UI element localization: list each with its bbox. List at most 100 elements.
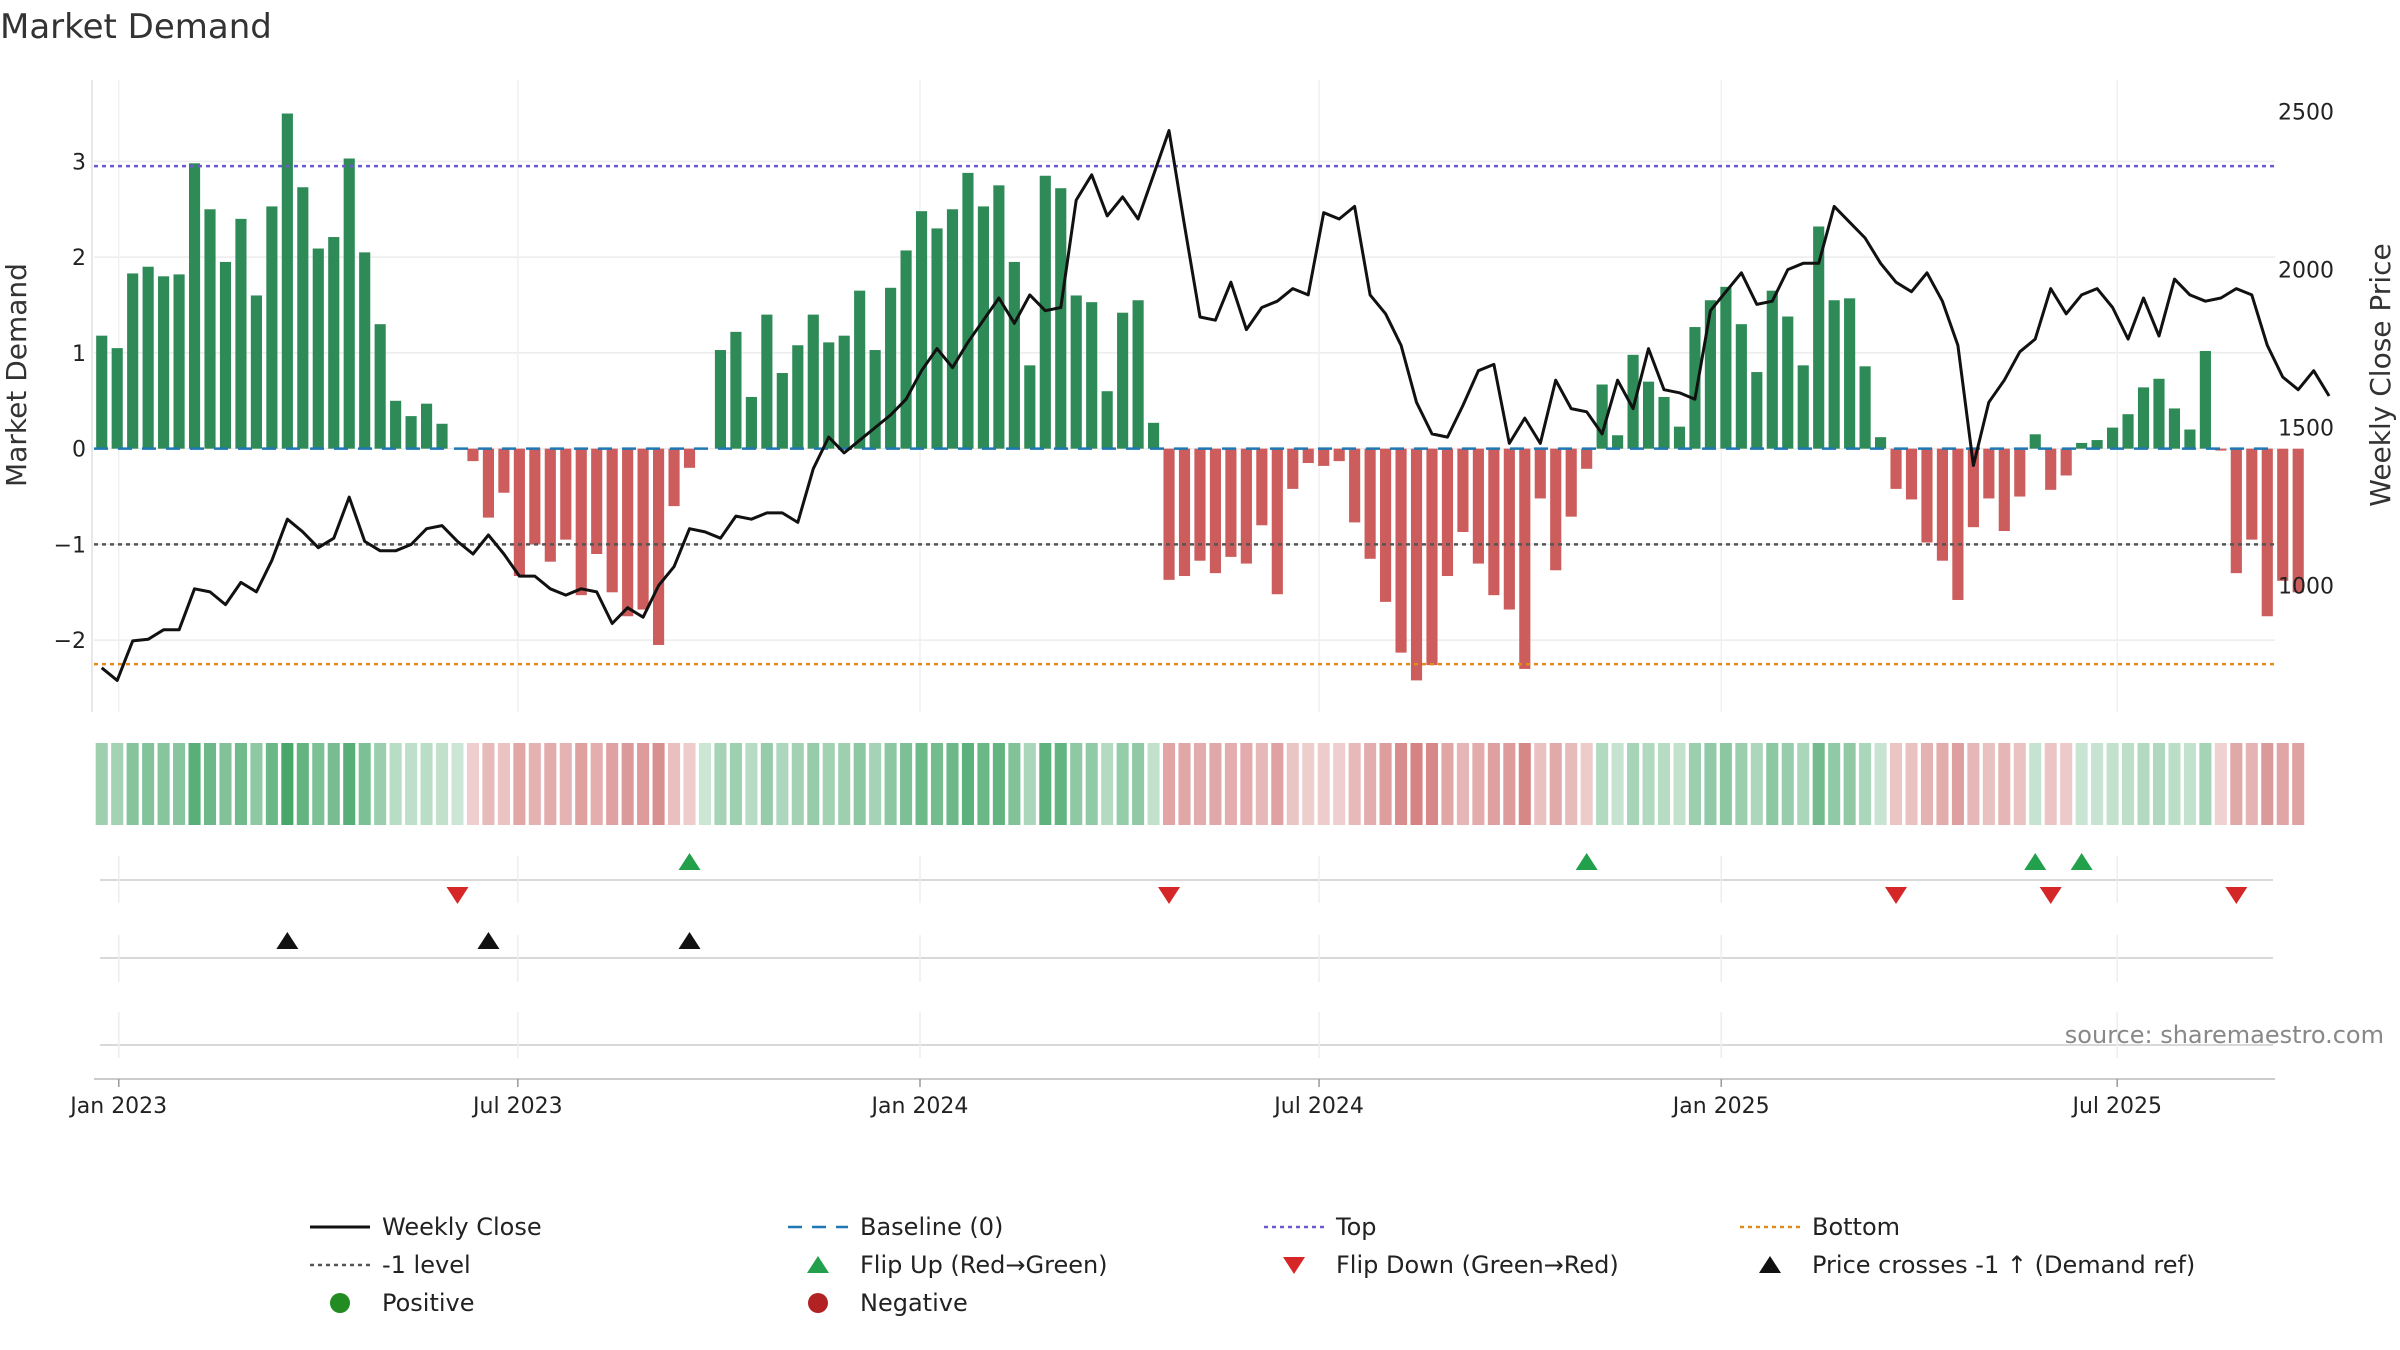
- demand-bar-positive: [436, 423, 448, 449]
- heat-cell: [173, 743, 186, 825]
- demand-bar-positive: [1766, 290, 1778, 449]
- demand-bar-positive: [1642, 381, 1655, 449]
- heat-cell: [2013, 743, 2026, 825]
- heat-cell: [1534, 743, 1547, 825]
- heat-cell: [1317, 743, 1330, 825]
- weekly-close-line: [100, 129, 2331, 682]
- heat-cell: [838, 743, 851, 825]
- heat-cell: [776, 743, 789, 825]
- demand-bar-negative: [1534, 448, 1546, 499]
- heat-cell: [497, 743, 510, 825]
- heat-cell: [698, 743, 712, 825]
- demand-bar-negative: [1333, 448, 1345, 462]
- heat-cell: [1271, 743, 1284, 825]
- demand-bar-positive: [1735, 324, 1747, 449]
- heat-cell: [1379, 743, 1392, 825]
- heat-cell: [1054, 743, 1067, 825]
- demand-bar-negative: [1565, 448, 1577, 517]
- legend-label: Positive: [382, 1289, 475, 1317]
- demand-bar-negative: [1256, 448, 1268, 526]
- demand-bar-positive: [1008, 261, 1020, 449]
- demand-bar-positive: [1039, 175, 1051, 449]
- heat-cell: [930, 743, 944, 825]
- demand-bar-positive: [2107, 427, 2119, 449]
- demand-bar-positive: [420, 403, 433, 449]
- demand-bar-positive: [1627, 354, 1639, 449]
- heat-cell: [869, 743, 882, 825]
- demand-bar-positive: [1844, 298, 1856, 449]
- heat-cell: [1735, 743, 1748, 825]
- heat-cell: [188, 743, 201, 825]
- legend-item: Flip Up (Red→Green): [807, 1251, 1108, 1279]
- heat-cell: [2091, 743, 2104, 825]
- demand-bar-positive: [714, 350, 727, 449]
- demand-bar-negative: [1287, 448, 1299, 489]
- demand-bar-positive: [2184, 429, 2196, 449]
- demand-bar-negative: [1364, 448, 1376, 559]
- left-tick-label: 1: [72, 342, 86, 367]
- right-y-axis: 1000 1500 2000 2500: [2278, 101, 2334, 600]
- heat-cell: [203, 743, 217, 825]
- legend-item: -1 level: [310, 1251, 471, 1279]
- demand-bar-positive: [730, 331, 742, 449]
- demand-bar-negative: [467, 448, 479, 462]
- demand-bar-positive: [823, 342, 835, 449]
- demand-bar-positive: [1055, 188, 1067, 449]
- demand-bar-positive: [359, 252, 371, 449]
- heat-cell: [729, 743, 742, 825]
- demand-bar-positive: [235, 218, 247, 449]
- heat-cell: [590, 743, 603, 825]
- x-tick-label: Jul 2024: [1272, 1094, 1364, 1119]
- demand-bar-negative: [683, 448, 696, 468]
- heat-cell: [2214, 743, 2227, 825]
- demand-bar-positive: [1596, 384, 1608, 449]
- source-note: source: sharemaestro.com: [2065, 1021, 2384, 1049]
- legend-swatch: [808, 1293, 828, 1313]
- legend-item: Bottom: [1740, 1213, 1900, 1241]
- heat-cell: [977, 743, 990, 825]
- demand-bar-positive: [2199, 350, 2211, 449]
- demand-bars: [96, 113, 2304, 681]
- right-tick-label: 2500: [2278, 101, 2334, 126]
- demand-bar-negative: [529, 448, 541, 545]
- heat-cell: [1425, 743, 1439, 825]
- heat-cell: [2261, 743, 2274, 825]
- heat-cell: [1874, 743, 1887, 825]
- legend-swatch: [807, 1256, 829, 1273]
- demand-bar-positive: [1673, 426, 1686, 449]
- heat-cell: [559, 743, 572, 825]
- heat-cell: [1905, 743, 1918, 825]
- demand-bar-negative: [1441, 448, 1454, 577]
- heat-cell: [1255, 743, 1268, 825]
- demand-bar-positive: [1070, 295, 1082, 449]
- demand-bar-positive: [328, 237, 340, 449]
- legend-item: Price crosses -1 ↑ (Demand ref): [1759, 1251, 2195, 1279]
- demand-bar-negative: [1271, 448, 1283, 595]
- demand-bar-positive: [807, 314, 819, 449]
- heat-cell: [1162, 743, 1176, 825]
- demand-bar-positive: [1859, 366, 1871, 449]
- demand-bar-negative: [1581, 448, 1593, 469]
- left-tick-label: 0: [72, 438, 86, 463]
- heat-cell: [1085, 743, 1098, 825]
- heat-cell: [1828, 743, 1841, 825]
- right-tick-label: 2000: [2278, 259, 2334, 284]
- legend-swatch: [330, 1293, 350, 1313]
- heat-cell: [760, 743, 773, 825]
- demand-bar-negative: [622, 448, 634, 617]
- demand-bar-positive: [838, 335, 850, 449]
- flip-down-marker: [2039, 887, 2062, 904]
- heat-cell: [714, 743, 727, 825]
- demand-bar-positive: [776, 373, 788, 449]
- heat-cell: [528, 743, 541, 825]
- heat-cell: [1657, 743, 1671, 825]
- heat-cell: [1611, 743, 1624, 825]
- legend-item: Weekly Close: [310, 1213, 542, 1241]
- heat-cell: [1812, 743, 1825, 825]
- heat-cell: [2044, 743, 2057, 825]
- heat-cell: [2029, 743, 2042, 825]
- heat-cell: [1688, 743, 1701, 825]
- demand-bar-negative: [1163, 448, 1175, 580]
- heat-cell: [1472, 743, 1485, 825]
- demand-bar-positive: [1704, 300, 1716, 449]
